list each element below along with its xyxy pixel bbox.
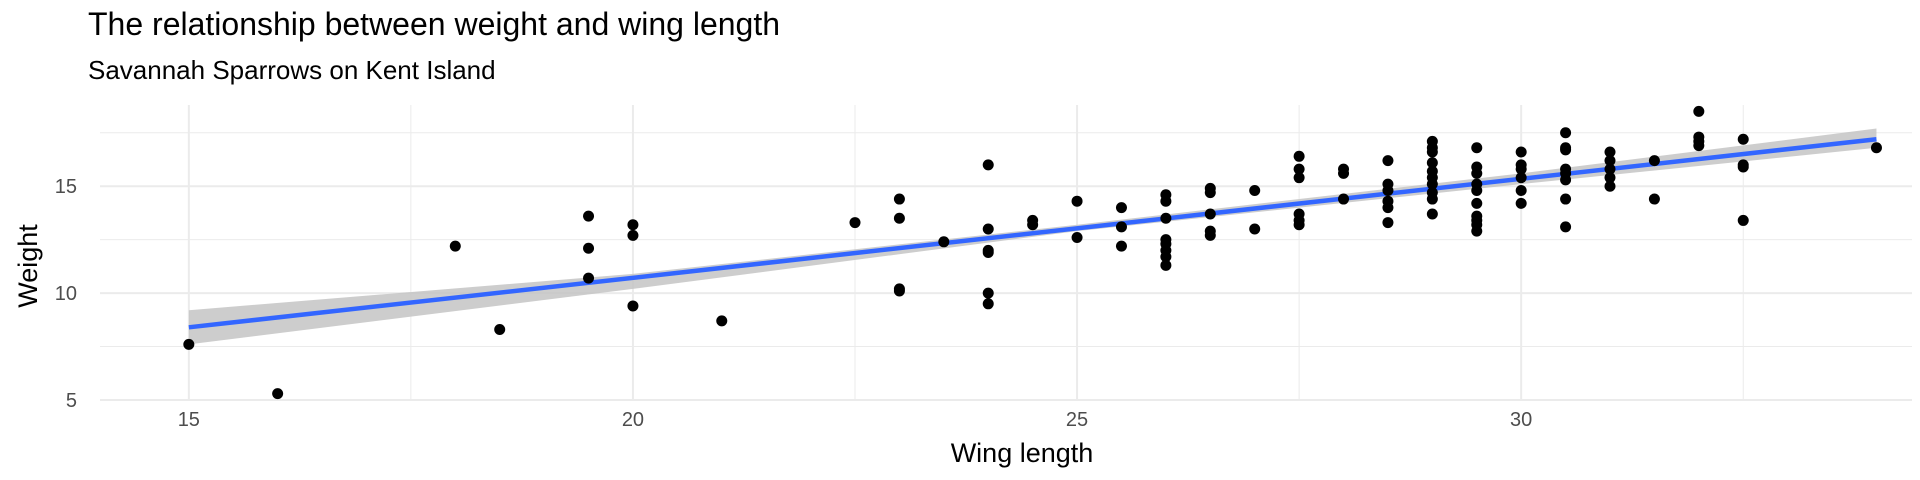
data-point <box>627 219 639 231</box>
data-point <box>982 298 994 310</box>
tick-labels: 15 20 25 30 5 10 15 <box>55 176 1533 431</box>
data-point <box>1560 221 1572 233</box>
data-point <box>982 223 994 235</box>
data-point <box>1604 146 1616 158</box>
x-axis-title: Wing length <box>951 438 1094 468</box>
y-tick-label: 5 <box>66 390 77 412</box>
data-point <box>1160 195 1172 207</box>
data-point <box>1426 193 1438 205</box>
y-tick-label: 10 <box>55 283 77 305</box>
data-point <box>1560 174 1572 186</box>
data-point <box>1293 172 1305 184</box>
data-point <box>1560 127 1572 139</box>
data-point <box>1515 163 1527 175</box>
data-point <box>1338 167 1350 179</box>
regression-line <box>188 136 1877 330</box>
y-axis-title: Weight <box>13 224 43 308</box>
data-point <box>1693 105 1705 117</box>
data-point <box>1604 155 1616 167</box>
data-point <box>1560 193 1572 205</box>
data-point <box>1071 195 1083 207</box>
x-tick-label: 20 <box>622 409 644 431</box>
data-point <box>938 236 950 248</box>
data-point <box>893 285 905 297</box>
data-point <box>1293 163 1305 175</box>
chart-title: The relationship between weight and wing… <box>88 6 781 42</box>
data-point <box>1604 180 1616 192</box>
data-point <box>1382 202 1394 214</box>
data-point <box>1471 142 1483 154</box>
data-point <box>1471 197 1483 209</box>
data-point <box>1693 140 1705 152</box>
y-tick-label: 15 <box>55 176 77 198</box>
data-point <box>1249 223 1261 235</box>
data-point <box>1160 251 1172 263</box>
data-point <box>583 242 595 254</box>
data-point <box>1471 225 1483 237</box>
data-point <box>1426 208 1438 220</box>
data-point <box>716 315 728 327</box>
data-point <box>1515 146 1527 158</box>
data-point <box>1870 142 1882 154</box>
data-point <box>1604 172 1616 184</box>
data-point <box>982 159 994 171</box>
data-point <box>1160 212 1172 224</box>
data-point <box>893 212 905 224</box>
data-point <box>1737 133 1749 145</box>
data-point <box>1115 240 1127 252</box>
grid-lines <box>100 105 1912 401</box>
data-point <box>1604 163 1616 175</box>
data-point <box>1115 221 1127 233</box>
data-point <box>1471 185 1483 197</box>
data-point <box>849 217 861 229</box>
data-point <box>1338 193 1350 205</box>
data-point <box>1737 214 1749 226</box>
data-point <box>1204 208 1216 220</box>
data-point <box>1648 193 1660 205</box>
confidence-band <box>188 128 1877 345</box>
data-point <box>1426 157 1438 169</box>
data-point <box>1515 197 1527 209</box>
regression-line-path <box>188 136 1877 330</box>
data-point <box>183 338 195 350</box>
data-point <box>1293 219 1305 231</box>
data-point <box>1648 155 1660 167</box>
data-point <box>1071 232 1083 244</box>
chart-subtitle: Savannah Sparrows on Kent Island <box>88 55 496 85</box>
data-point <box>583 272 595 284</box>
data-point <box>1515 185 1527 197</box>
data-point <box>1515 172 1527 184</box>
data-point <box>1204 229 1216 241</box>
confidence-band-area <box>188 128 1877 345</box>
data-point <box>1249 185 1261 197</box>
data-point <box>627 300 639 312</box>
data-point <box>449 240 461 252</box>
data-point <box>1426 146 1438 158</box>
data-point <box>494 323 506 335</box>
x-tick-label: 25 <box>1066 409 1088 431</box>
data-point <box>1471 167 1483 179</box>
data-point <box>1027 219 1039 231</box>
data-point <box>1560 144 1572 156</box>
data-point <box>583 210 595 222</box>
data-point <box>627 229 639 241</box>
data-point <box>1204 187 1216 199</box>
x-tick-label: 30 <box>1510 409 1532 431</box>
data-point <box>1426 178 1438 190</box>
data-point <box>893 193 905 205</box>
data-point <box>982 247 994 258</box>
data-point <box>1160 259 1172 271</box>
x-tick-label: 15 <box>178 409 200 431</box>
data-point <box>982 287 994 299</box>
data-points <box>183 105 1882 400</box>
data-point <box>272 388 284 400</box>
data-point <box>1115 202 1127 214</box>
data-point <box>1382 217 1394 229</box>
data-point <box>1737 161 1749 173</box>
data-point <box>1293 150 1305 162</box>
data-point <box>1382 185 1394 197</box>
data-point <box>1382 155 1394 167</box>
